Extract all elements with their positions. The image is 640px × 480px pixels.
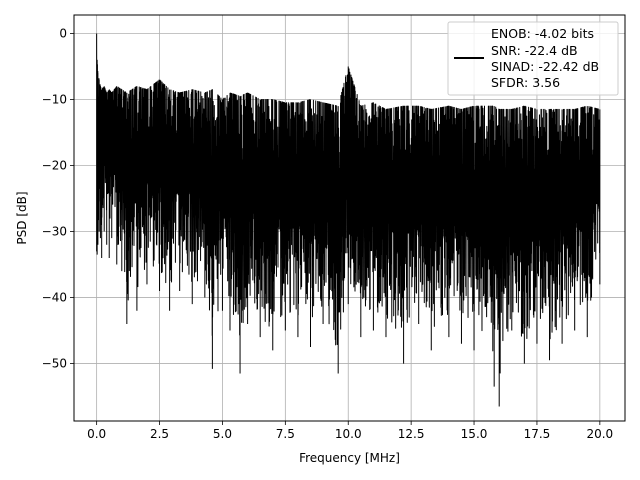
legend-entry-snr: SNR: -22.4 dB [491, 43, 578, 58]
x-axis-label: Frequency [MHz] [299, 451, 400, 465]
psd-series-line [96, 33, 601, 407]
y-tick-label: 0 [59, 26, 67, 40]
y-tick-label: −50 [42, 357, 67, 371]
plot-frame [73, 14, 626, 422]
x-tick-label: 7.5 [276, 427, 295, 441]
y-axis-label: PSD [dB] [15, 191, 29, 244]
y-tick-label: −10 [42, 93, 67, 107]
legend-entry-sfdr: SFDR: 3.56 [491, 75, 560, 90]
x-tick-label: 20.0 [586, 427, 613, 441]
legend-box [447, 21, 619, 96]
y-tick-label: −40 [42, 291, 67, 305]
y-tick-label: −20 [42, 159, 67, 173]
legend: ENOB: -4.02 bits SNR: -22.4 dB SINAD: -2… [447, 21, 619, 96]
x-tick-label: 12.5 [398, 427, 425, 441]
legend-entry-enob: ENOB: -4.02 bits [491, 26, 594, 41]
x-tick-label: 10.0 [335, 427, 362, 441]
x-tick-label: 0.0 [87, 427, 106, 441]
x-tick-label: 15.0 [461, 427, 488, 441]
x-tick-label: 2.5 [150, 427, 169, 441]
x-tick-label: 17.5 [524, 427, 551, 441]
legend-entry-sinad: SINAD: -22.42 dB [491, 59, 599, 74]
y-tick-label: −30 [42, 225, 67, 239]
axis-ticks: 0.0 2.5 5.0 7.5 10.0 12.5 15.0 17.5 20.0 0 −10 −20 −… [42, 26, 614, 441]
psd-line [96, 33, 601, 407]
x-tick-label: 5.0 [213, 427, 232, 441]
